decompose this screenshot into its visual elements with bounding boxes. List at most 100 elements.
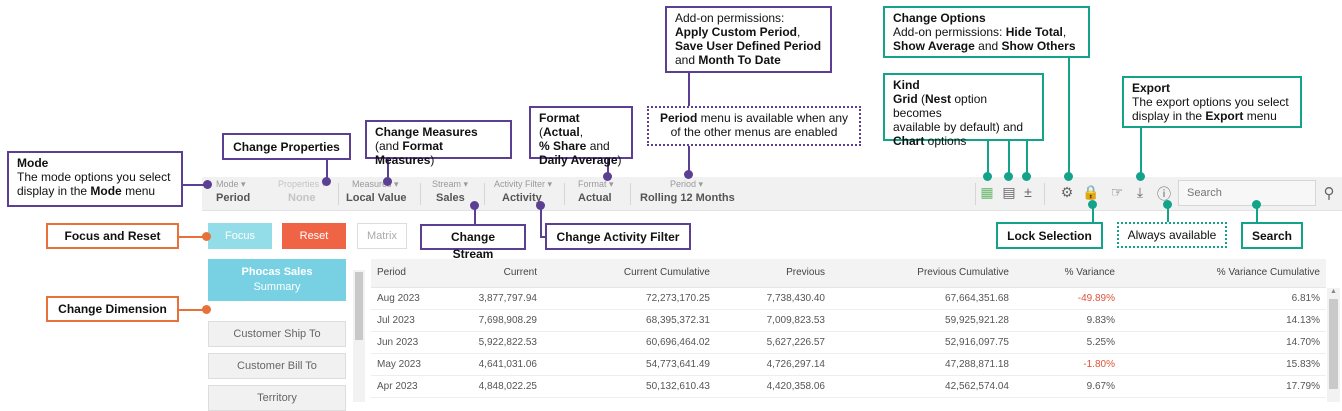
toolbar-divider xyxy=(420,183,421,205)
connector-dot xyxy=(603,172,612,181)
connector-line xyxy=(1008,141,1010,176)
table-cell: 60,696,464.02 xyxy=(543,331,716,354)
callout-addon-text: Add-on permissions: xyxy=(675,11,785,25)
table-cell: 59,925,921.28 xyxy=(831,309,1015,332)
toolbar: Mode Period Properties None Measures Loc… xyxy=(202,177,1342,211)
table-cell: 7,009,823.53 xyxy=(716,309,831,332)
callout-export-title: Export xyxy=(1132,81,1171,95)
connector-dot xyxy=(1022,172,1031,181)
chart-icon[interactable]: ▤ xyxy=(1002,184,1016,200)
info-icon[interactable]: ⓘ xyxy=(1157,186,1171,202)
connector-line xyxy=(540,205,542,236)
callout-addon-permissions: Add-on permissions: Apply Custom Period,… xyxy=(665,6,832,73)
callout-format-bold: Format xyxy=(539,111,580,125)
table-cell: 67,664,351.68 xyxy=(831,287,1015,310)
table-row[interactable]: Apr 2023 4,848,022.25 50,132,610.43 4,420,3… xyxy=(371,375,1326,398)
focus-button[interactable]: Focus xyxy=(208,223,272,249)
callout-format-text: ) xyxy=(617,153,622,167)
toolbar-divider xyxy=(630,183,631,205)
column-header-variance[interactable]: % Variance xyxy=(1015,259,1121,288)
stream-menu[interactable]: Stream Sales xyxy=(432,179,468,204)
dimension-item[interactable]: Territory xyxy=(208,385,346,411)
properties-menu[interactable]: Properties None xyxy=(278,179,326,204)
search-icon[interactable]: ⚲ xyxy=(1323,185,1335,202)
table-cell: 5,627,226.57 xyxy=(716,331,831,354)
table-cell: -1.80% xyxy=(1015,353,1121,376)
hand-pointer-icon[interactable]: ☞ xyxy=(1110,184,1124,200)
stream-menu-value: Sales xyxy=(436,192,465,204)
table-cell: Jun 2023 xyxy=(371,331,441,354)
dimension-item[interactable]: Customer Ship To xyxy=(208,321,346,347)
callout-change-options: Change Options Add-on permissions: Hide … xyxy=(883,6,1090,58)
table-cell: 3,877,797.94 xyxy=(441,287,543,310)
table-cell: 9.67% xyxy=(1015,375,1121,398)
callout-mode-text: display in the xyxy=(17,184,91,198)
connector-line xyxy=(688,146,690,174)
reset-button[interactable]: Reset xyxy=(282,223,346,249)
dimension-scrollbar[interactable] xyxy=(353,270,365,402)
callout-options-text: Add-on permissions: xyxy=(893,25,1006,39)
gear-icon[interactable]: ⚙ xyxy=(1060,184,1074,200)
table-row[interactable]: Jul 2023 7,698,908.29 68,395,372.31 7,009,8… xyxy=(371,309,1326,332)
column-header-current[interactable]: Current xyxy=(441,259,543,288)
callout-measures-text: ) xyxy=(430,153,435,167)
dimension-item[interactable]: Customer Bill To xyxy=(208,353,346,379)
connector-dot xyxy=(536,201,545,210)
callout-mode-bold: Mode xyxy=(90,184,122,198)
measures-menu[interactable]: Measures Local Value xyxy=(346,179,407,204)
table-cell: 15.83% xyxy=(1121,353,1326,376)
dimension-scrollbar-thumb[interactable] xyxy=(355,272,363,340)
download-icon[interactable]: ⤓ xyxy=(1136,184,1144,200)
table-scrollbar-thumb[interactable] xyxy=(1329,299,1338,389)
mode-menu[interactable]: Mode Period xyxy=(216,179,250,204)
lock-icon[interactable]: 🔒 xyxy=(1082,184,1100,200)
connector-line xyxy=(179,309,207,311)
callout-kind-bold: Chart xyxy=(893,134,925,148)
column-header-previous-cumulative[interactable]: Previous Cumulative xyxy=(831,259,1015,288)
column-header-variance-cumulative[interactable]: % Variance Cumulative xyxy=(1121,259,1326,288)
callout-lock-selection: Lock Selection xyxy=(996,222,1103,249)
toolbar-divider xyxy=(1044,183,1045,205)
callout-mode-title: Mode xyxy=(17,156,49,170)
activity-filter-menu[interactable]: Activity Filter Activity xyxy=(494,179,552,204)
table-header-row: Period Current Current Cumulative Previo… xyxy=(371,259,1326,288)
callout-addon-bold: Apply Custom Period xyxy=(675,25,798,39)
callout-format-bold: Daily Average xyxy=(539,153,618,167)
grid-icon[interactable]: ▦ xyxy=(980,184,994,200)
connector-dot xyxy=(1004,172,1013,181)
table-scrollbar[interactable]: ▲ xyxy=(1327,288,1340,402)
table-row[interactable]: Aug 2023 3,877,797.94 72,273,170.25 7,738,4… xyxy=(371,287,1326,310)
mode-menu-label: Mode xyxy=(216,179,250,190)
callout-period-text: menu is available when any xyxy=(697,111,849,125)
table-cell: 68,395,372.31 xyxy=(543,309,716,332)
callout-format-bold: % Share xyxy=(539,139,587,153)
format-menu-value: Actual xyxy=(578,192,612,204)
table-row[interactable]: Jun 2023 5,922,822.53 60,696,464.02 5,627,2… xyxy=(371,331,1326,354)
matrix-button[interactable]: Matrix xyxy=(357,223,407,249)
search-input[interactable] xyxy=(1178,180,1316,206)
callout-export-text: display in the xyxy=(1132,109,1206,123)
callout-export: Export The export options you select dis… xyxy=(1122,76,1302,128)
callout-always-available: Always available xyxy=(1117,222,1227,248)
table-row[interactable]: May 2023 4,641,031.06 54,773,641.49 4,726,2… xyxy=(371,353,1326,376)
callout-addon-bold: Month To Date xyxy=(698,53,781,67)
totals-icon[interactable]: ± xyxy=(1024,184,1032,200)
table-cell: Apr 2023 xyxy=(371,375,441,398)
column-header-current-cumulative[interactable]: Current Cumulative xyxy=(543,259,716,288)
stream-menu-label: Stream xyxy=(432,179,468,190)
table-cell: 4,641,031.06 xyxy=(441,353,543,376)
table-cell: May 2023 xyxy=(371,353,441,376)
period-menu[interactable]: Period Rolling 12 Months xyxy=(640,179,735,204)
connector-dot xyxy=(322,177,331,186)
dimension-selected-subtitle: Summary xyxy=(253,281,301,293)
table-cell: 6.81% xyxy=(1121,287,1326,310)
column-header-period[interactable]: Period xyxy=(371,259,441,288)
connector-line xyxy=(1026,141,1028,176)
callout-export-text: menu xyxy=(1243,109,1277,123)
format-menu[interactable]: Format Actual xyxy=(578,179,614,204)
scroll-up-icon[interactable]: ▲ xyxy=(1330,288,1337,295)
connector-line xyxy=(326,160,328,181)
dimension-selected[interactable]: Phocas Sales Summary xyxy=(208,259,346,301)
callout-kind-text: ( xyxy=(917,92,926,106)
column-header-previous[interactable]: Previous xyxy=(716,259,831,288)
